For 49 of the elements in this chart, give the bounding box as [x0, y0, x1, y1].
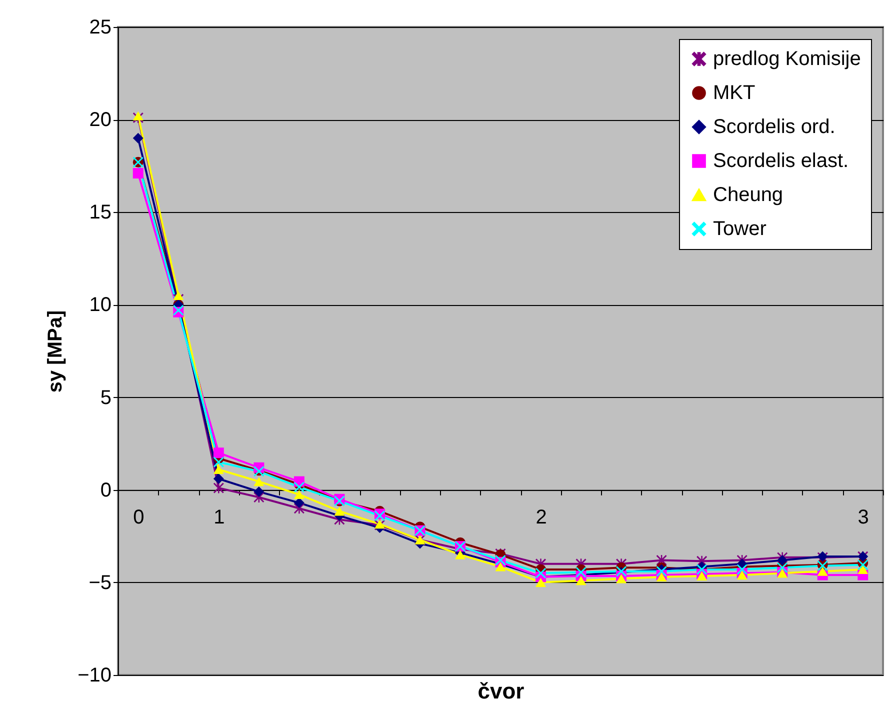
y-tick-label: 10 — [89, 294, 112, 316]
point — [334, 506, 345, 516]
point — [777, 554, 788, 566]
point — [132, 111, 144, 120]
y-tick-label: 20 — [89, 109, 112, 132]
x-tick-label: 3 — [858, 506, 869, 528]
point — [656, 572, 667, 582]
y-tick-label: −10 — [78, 664, 112, 686]
point — [173, 290, 184, 300]
point — [495, 562, 506, 572]
point — [576, 567, 586, 578]
point — [536, 568, 546, 578]
y-tick-label: 15 — [89, 202, 112, 224]
x-tick-label: 0 — [133, 506, 144, 528]
point — [858, 564, 868, 574]
y-tick-label: 25 — [89, 16, 112, 38]
point — [213, 482, 224, 494]
legend-label: Scordelis ord. — [713, 116, 836, 138]
point — [817, 566, 828, 576]
point — [536, 578, 546, 587]
y-tick-label: 0 — [100, 479, 112, 502]
point — [132, 132, 144, 144]
point — [294, 490, 304, 500]
point — [294, 482, 304, 492]
point — [213, 464, 224, 474]
point — [454, 550, 466, 560]
y-tick-label: 5 — [100, 386, 112, 409]
y-tick-label: −5 — [88, 572, 112, 594]
point — [254, 486, 264, 497]
point — [254, 476, 264, 486]
point — [132, 168, 144, 179]
y-axis-title: sy [MPa] — [44, 310, 67, 393]
legend-label: Tower — [713, 218, 767, 240]
x-tick-label: 1 — [214, 506, 225, 528]
point — [736, 564, 748, 575]
legend-label: Cheung — [713, 184, 784, 206]
point — [294, 498, 304, 508]
x-axis-title: čvor — [478, 678, 525, 704]
point — [576, 576, 586, 586]
point — [616, 574, 627, 584]
legend-label: MKT — [713, 82, 756, 104]
legend-label: predlog Komisije — [713, 48, 861, 70]
point — [696, 571, 708, 580]
point — [213, 456, 224, 468]
point — [736, 570, 748, 580]
legend-label: Scordelis elast. — [713, 150, 849, 172]
point — [213, 448, 224, 458]
x-tick-label: 2 — [536, 506, 547, 528]
point — [213, 474, 224, 484]
